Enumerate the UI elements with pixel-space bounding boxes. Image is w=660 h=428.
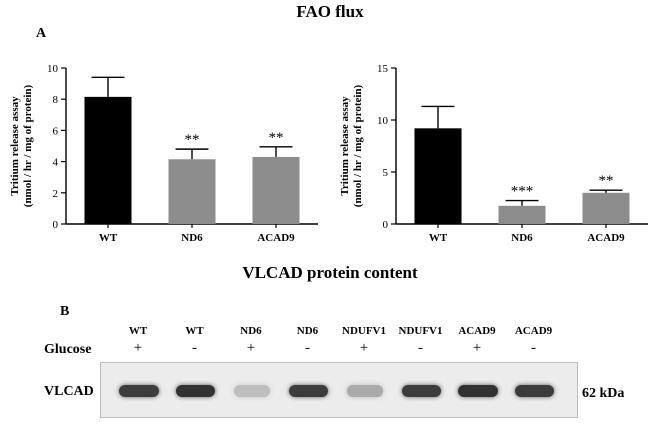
y-tick-label: 15 <box>377 63 389 75</box>
vlcad-band <box>347 385 383 397</box>
significance-label: *** <box>511 184 534 200</box>
section-b-title: VLCAD protein content <box>242 263 418 282</box>
bar-chart-left: Tritium release assay(nmol / hr / mg of … <box>9 63 318 244</box>
bar-wt <box>84 96 132 224</box>
panel-a-label: A <box>36 26 47 41</box>
glucose-sign: + <box>472 340 482 356</box>
y-tick-label: 4 <box>53 157 59 169</box>
lane-label: NDUFV1 <box>398 325 443 337</box>
bar-nd6 <box>498 205 546 224</box>
significance-label: ** <box>269 130 284 146</box>
lane-label: ND6 <box>240 325 262 337</box>
bar-chart-right: Tritium release assay(nmol / hr / mg of … <box>339 63 648 244</box>
y-tick-label: 10 <box>377 115 389 127</box>
western-blot-image <box>100 362 578 418</box>
vlcad-band <box>458 385 498 397</box>
y-tick-label: 0 <box>53 219 59 231</box>
x-tick-label: ACAD9 <box>587 232 625 244</box>
glucose-sign: - <box>305 340 310 356</box>
vlcad-band <box>234 385 270 397</box>
lane-label: NDUFV1 <box>342 325 386 337</box>
glucose-sign: - <box>192 340 197 356</box>
vlcad-band <box>175 385 216 397</box>
x-tick-label: WT <box>99 232 118 244</box>
panel-b-label: B <box>60 304 70 319</box>
vlcad-band <box>288 385 329 397</box>
y-tick-label: 10 <box>47 63 59 75</box>
bar-nd6 <box>168 159 216 224</box>
y-tick-label: 5 <box>383 167 389 179</box>
glucose-sign: + <box>359 340 369 356</box>
molecular-weight-label: 62 kDa <box>582 386 625 401</box>
y-axis-label-line: Tritium release assay <box>9 96 21 196</box>
significance-label: ** <box>599 173 614 189</box>
lane-label: WT <box>185 325 204 337</box>
lane-label: ND6 <box>296 325 319 337</box>
y-axis-label-line: Tritium release assay <box>339 96 351 196</box>
vlcad-row-label: VLCAD <box>44 384 94 399</box>
glucose-row-label: Glucose <box>44 342 92 357</box>
glucose-sign: - <box>531 340 536 356</box>
y-axis-label-line: (nmol / hr / mg of protein) <box>22 84 34 207</box>
vlcad-band <box>514 385 555 397</box>
glucose-sign: + <box>133 340 143 356</box>
glucose-sign: - <box>418 340 423 356</box>
y-tick-label: 6 <box>53 125 59 137</box>
y-tick-label: 8 <box>53 94 59 106</box>
lane-label: WT <box>128 325 148 337</box>
x-tick-label: ND6 <box>181 232 203 244</box>
glucose-sign: + <box>246 340 256 356</box>
bar-acad9 <box>252 156 300 224</box>
x-tick-label: ACAD9 <box>257 232 295 244</box>
y-tick-label: 0 <box>383 219 389 231</box>
bar-wt <box>414 128 462 224</box>
vlcad-band <box>119 385 159 397</box>
bar-acad9 <box>582 192 630 224</box>
lane-label: ACAD9 <box>458 325 496 337</box>
y-tick-label: 2 <box>53 188 59 200</box>
significance-label: ** <box>185 132 200 148</box>
lane-label: ACAD9 <box>514 325 553 337</box>
y-axis-label-left: Tritium release assay(nmol / hr / mg of … <box>9 84 34 207</box>
x-tick-label: ND6 <box>511 232 533 244</box>
y-axis-label-right: Tritium release assay(nmol / hr / mg of … <box>339 84 364 207</box>
figure-title: FAO flux <box>296 2 364 21</box>
x-tick-label: WT <box>429 232 448 244</box>
vlcad-band <box>401 385 442 397</box>
y-axis-label-line: (nmol / hr / mg of protein) <box>352 84 364 207</box>
